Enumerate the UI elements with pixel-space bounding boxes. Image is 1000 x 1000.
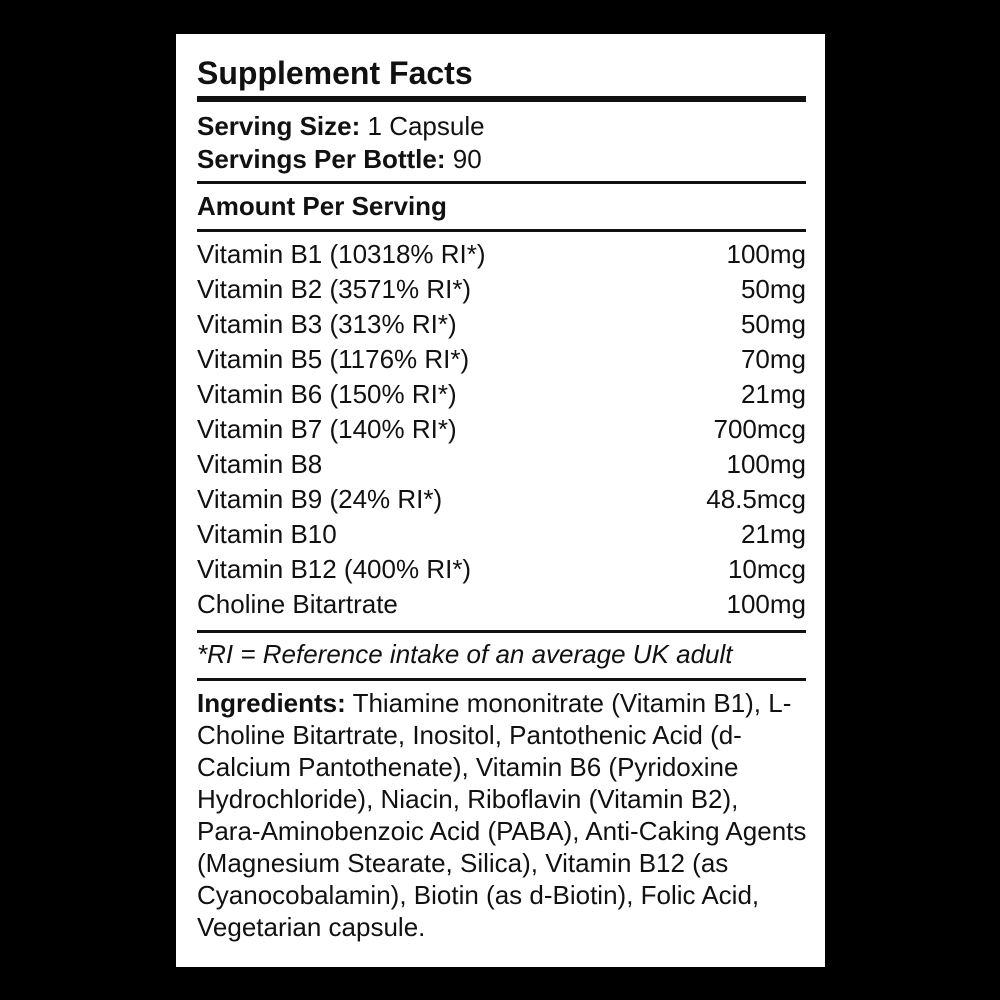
nutrient-amount: 21mg <box>740 519 806 549</box>
divider <box>197 229 806 232</box>
servings-per-bottle-label: Servings Per Bottle: <box>197 144 446 174</box>
nutrient-name: Vitamin B8 <box>197 449 323 479</box>
divider <box>197 181 806 184</box>
ingredients-text: Thiamine mononitrate (Vitamin B1), L-Cho… <box>197 688 807 942</box>
serving-size-value: 1 Capsule <box>367 111 485 141</box>
nutrient-name: Vitamin B2 (3571% RI*) <box>197 274 472 304</box>
nutrient-row: Vitamin B9 (24% RI*) 48.5mcg <box>197 482 806 517</box>
supplement-facts-panel: Supplement Facts Serving Size: 1 Capsule… <box>176 34 825 967</box>
nutrient-row: Vitamin B3 (313% RI*) 50mg <box>197 307 806 342</box>
nutrient-name: Vitamin B1 (10318% RI*) <box>197 239 486 269</box>
amount-per-serving-header: Amount Per Serving <box>197 191 447 221</box>
label-title: Supplement Facts <box>197 55 473 91</box>
nutrient-row: Vitamin B7 (140% RI*) 700mcg <box>197 412 806 447</box>
nutrient-row: Vitamin B12 (400% RI*) 10mcg <box>197 552 806 587</box>
nutrient-amount: 10mcg <box>727 554 806 584</box>
nutrient-amount: 70mg <box>740 344 806 374</box>
nutrient-amount: 50mg <box>740 309 806 339</box>
nutrient-amount: 100mg <box>726 239 807 269</box>
nutrient-amount: 700mcg <box>713 414 807 444</box>
ingredients-block: Ingredients: Thiamine mononitrate (Vitam… <box>197 687 809 943</box>
nutrient-name: Vitamin B3 (313% RI*) <box>197 309 457 339</box>
servings-per-bottle-line: Servings Per Bottle: 90 <box>197 143 482 175</box>
nutrient-row: Vitamin B8 100mg <box>197 447 806 482</box>
footnote: *RI = Reference intake of an average UK … <box>197 639 733 669</box>
divider <box>197 678 806 681</box>
nutrient-name: Choline Bitartrate <box>197 589 398 619</box>
nutrient-amount: 21mg <box>740 379 806 409</box>
nutrient-row: Vitamin B5 (1176% RI*) 70mg <box>197 342 806 377</box>
serving-size-label: Serving Size: <box>197 111 361 141</box>
nutrient-amount: 100mg <box>726 449 807 479</box>
nutrient-name: Vitamin B7 (140% RI*) <box>197 414 457 444</box>
nutrient-name: Vitamin B5 (1176% RI*) <box>197 344 470 374</box>
nutrient-amount: 48.5mcg <box>706 484 806 514</box>
nutrient-name: Vitamin B6 (150% RI*) <box>197 379 457 409</box>
nutrient-row: Vitamin B10 21mg <box>197 517 806 552</box>
nutrient-name: Vitamin B12 (400% RI*) <box>197 554 472 584</box>
nutrient-row: Vitamin B2 (3571% RI*) 50mg <box>197 272 806 307</box>
nutrient-row: Vitamin B6 (150% RI*) 21mg <box>197 377 806 412</box>
nutrient-name: Vitamin B10 <box>197 519 337 549</box>
nutrient-list: Vitamin B1 (10318% RI*) 100mg Vitamin B2… <box>197 237 806 622</box>
thick-divider <box>197 96 806 102</box>
nutrient-row: Choline Bitartrate 100mg <box>197 587 806 622</box>
nutrient-amount: 50mg <box>740 274 806 304</box>
servings-per-bottle-value: 90 <box>452 144 482 174</box>
nutrient-name: Vitamin B9 (24% RI*) <box>197 484 443 514</box>
ingredients-label: Ingredients: <box>197 688 346 718</box>
serving-size-line: Serving Size: 1 Capsule <box>197 110 485 142</box>
nutrient-row: Vitamin B1 (10318% RI*) 100mg <box>197 237 806 272</box>
divider <box>197 630 806 633</box>
nutrient-amount: 100mg <box>726 589 807 619</box>
